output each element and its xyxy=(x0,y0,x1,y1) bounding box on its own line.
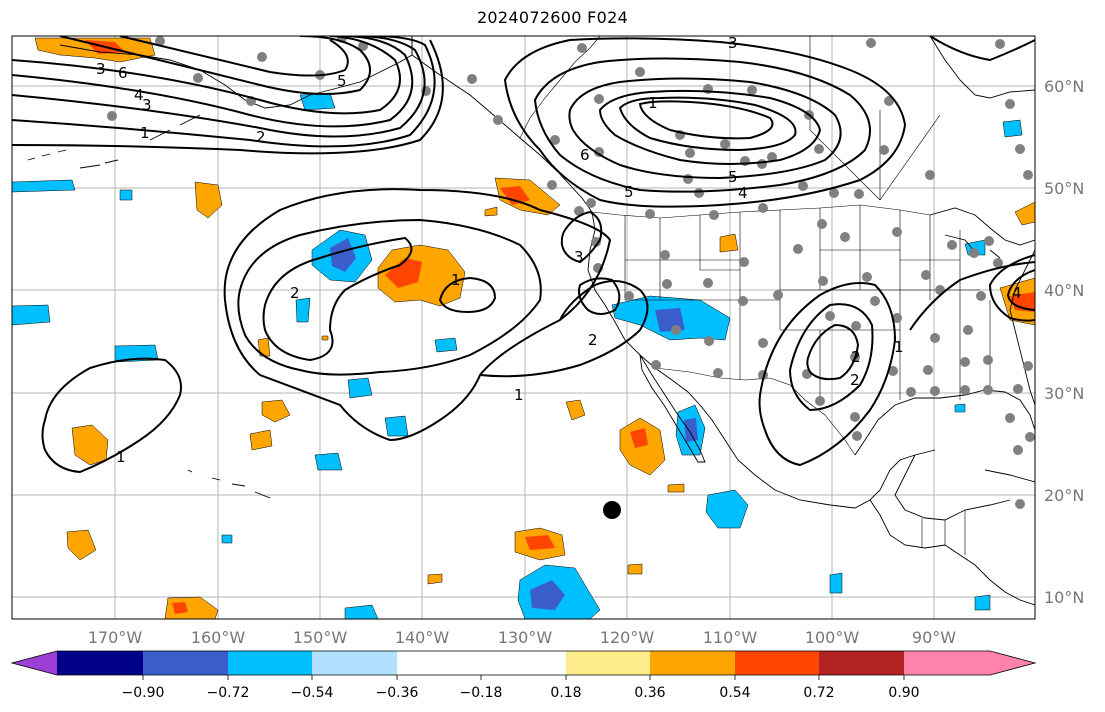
station-markers xyxy=(107,36,1035,509)
contour-label: 3 xyxy=(96,60,106,78)
colorbar-tick-label: 0.36 xyxy=(634,685,665,701)
latitude-label: 40°N xyxy=(1044,281,1084,300)
negative-anomaly-fills xyxy=(12,92,1023,619)
contour-lines xyxy=(12,36,1035,474)
longitude-axis: 170°W 160°W 150°W 140°W 130°W 120°W 110°… xyxy=(88,628,956,647)
latitude-label: 30°N xyxy=(1044,384,1084,403)
contour-label: 2 xyxy=(851,348,861,366)
colorbar-ticks xyxy=(142,675,905,680)
contour-label: 5 xyxy=(624,183,634,201)
point-marker xyxy=(603,501,621,519)
map-border xyxy=(11,35,1036,620)
latitude-label: 20°N xyxy=(1044,486,1084,505)
contour-label: 3 xyxy=(142,96,152,114)
colorbar-tick-label: 0.90 xyxy=(888,685,919,701)
contour-label: 5 xyxy=(337,72,347,90)
colorbar-segment xyxy=(12,651,57,675)
colorbar-segment xyxy=(650,651,735,675)
latitude-label: 60°N xyxy=(1044,77,1084,96)
longitude-label: 110°W xyxy=(703,628,758,647)
contour-label: 3 xyxy=(728,34,738,52)
contour-label: 1 xyxy=(648,94,658,112)
colorbar-segment xyxy=(566,651,650,675)
longitude-label: 140°W xyxy=(395,628,450,647)
map-title: 2024072600 F024 xyxy=(476,8,629,27)
colorbar-segment xyxy=(397,651,481,675)
colorbar-tick-label: −0.36 xyxy=(376,685,419,701)
contour-label: 4 xyxy=(134,86,144,104)
contour-label-group: 1 2 1 1 2 3 1 2 3 4 5 6 1 2 3 6 5 4 1 2 … xyxy=(96,34,1022,466)
contour-label: 1 xyxy=(894,338,904,356)
latitude-label: 50°N xyxy=(1044,179,1084,198)
colorbar-segment xyxy=(735,651,819,675)
contour-label: 1 xyxy=(451,271,461,289)
colorbar-segment xyxy=(819,651,904,675)
colorbar-segment xyxy=(143,651,228,675)
contour-label: 1 xyxy=(140,124,150,142)
contour-label: 1 xyxy=(116,448,126,466)
longitude-label: 160°W xyxy=(191,628,246,647)
contour-label: 5 xyxy=(728,168,738,186)
contour-label: 6 xyxy=(118,64,128,82)
colorbar-tick-label: −0.90 xyxy=(122,685,165,701)
longitude-label: 170°W xyxy=(88,628,143,647)
colorbar-segment xyxy=(312,651,397,675)
contour-label: 2 xyxy=(588,331,598,349)
colorbar-segment xyxy=(481,651,566,675)
colorbar-tick-label: −0.54 xyxy=(291,685,334,701)
longitude-label: 90°W xyxy=(912,628,956,647)
contour-label: 2 xyxy=(290,284,300,302)
colorbar-tick-label: −0.18 xyxy=(460,685,503,701)
latitude-label: 10°N xyxy=(1044,588,1084,607)
map-content: 1 2 1 1 2 3 1 2 3 4 5 6 1 2 3 6 5 4 1 2 … xyxy=(12,34,1035,619)
colorbar-tick-label: −0.72 xyxy=(207,685,250,701)
contour-label: 4 xyxy=(738,184,748,202)
contour-label: 3 xyxy=(574,248,584,266)
colorbar-segment xyxy=(904,651,1035,675)
contour-label: 6 xyxy=(580,146,590,164)
colorbar-segment xyxy=(228,651,312,675)
positive-anomaly-fills xyxy=(34,37,1035,619)
coastlines xyxy=(27,36,1035,606)
longitude-label: 150°W xyxy=(293,628,348,647)
colorbar-tick-label: 0.72 xyxy=(803,685,834,701)
longitude-label: 130°W xyxy=(498,628,553,647)
colorbar: −0.90 −0.72 −0.54 −0.36 −0.18 0.18 0.36 … xyxy=(10,650,1037,701)
longitude-label: 120°W xyxy=(600,628,655,647)
colorbar-segment xyxy=(57,651,143,675)
latitude-axis: 60°N 50°N 40°N 30°N 20°N 10°N xyxy=(1044,77,1084,607)
colorbar-tick-label: 0.54 xyxy=(719,685,750,701)
colorbar-tick-label: 0.18 xyxy=(550,685,581,701)
contour-label: 4 xyxy=(1012,284,1022,302)
colorbar-outline xyxy=(10,650,1037,676)
contour-label: 1 xyxy=(514,386,524,404)
contour-label: 2 xyxy=(850,371,860,389)
longitude-label: 100°W xyxy=(805,628,860,647)
contour-label: 2 xyxy=(256,128,266,146)
